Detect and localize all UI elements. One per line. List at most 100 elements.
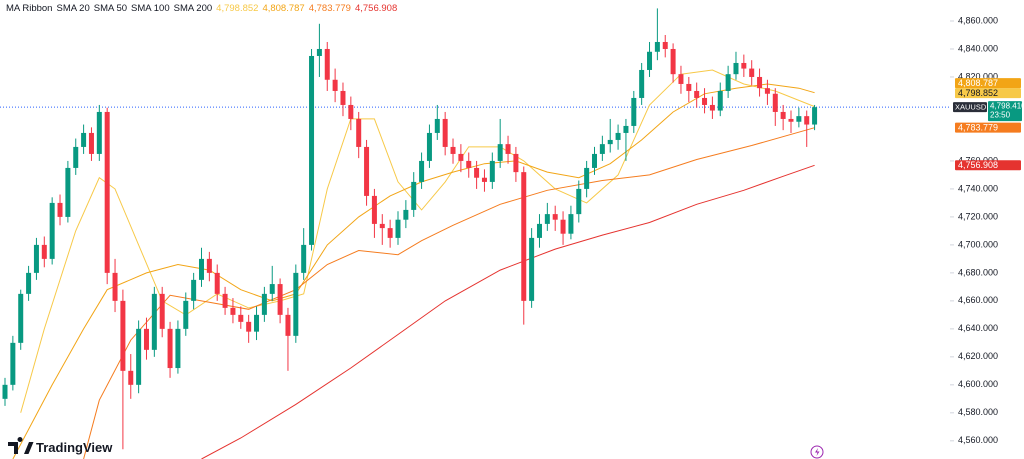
brand-logo: TradingView	[8, 437, 113, 455]
y-tick-label: 4,580.000	[958, 407, 998, 417]
y-tick-label: 4,660.000	[958, 295, 998, 305]
candle-body	[175, 328, 181, 369]
candle-body	[49, 202, 55, 259]
candle-body	[26, 272, 32, 294]
candle-body	[411, 181, 417, 210]
candle-body	[143, 328, 149, 350]
candle-body	[678, 74, 684, 84]
candle-body	[419, 160, 425, 182]
candle-body	[599, 144, 605, 154]
candle-body	[301, 244, 307, 273]
candle-body	[88, 132, 94, 154]
candle-body	[254, 314, 260, 332]
time-label: 23:50	[990, 110, 1011, 119]
candle-body	[277, 284, 283, 315]
moving-average-line	[201, 164, 815, 459]
candle-body	[183, 300, 189, 329]
candle-body	[191, 279, 197, 301]
ma-price-box	[955, 160, 1021, 171]
candle-body	[81, 132, 87, 147]
candle-body	[654, 41, 660, 52]
legend-series-name: SMA 200	[173, 3, 213, 14]
candle-body	[623, 125, 629, 133]
moving-average-line	[20, 69, 815, 413]
candle-body	[340, 90, 346, 105]
y-tick-label: 4,820.000	[958, 71, 998, 81]
legend: MA Ribbon SMA 20 SMA 50 SMA 100 SMA 200 4,79…	[6, 3, 397, 14]
candle-body	[741, 62, 747, 69]
candle-body	[489, 160, 495, 182]
candle-body	[474, 167, 480, 178]
candle-body	[316, 48, 322, 56]
candle-body	[159, 293, 165, 329]
candle-body	[780, 111, 786, 119]
candle-body	[631, 97, 637, 126]
candle-body	[387, 228, 393, 238]
ma-price-box	[955, 122, 1021, 133]
candle-body	[702, 97, 708, 105]
candle-body	[269, 284, 275, 294]
candle-body	[442, 118, 448, 147]
ma-price-label: 4,783.779	[958, 123, 998, 133]
candle-body	[356, 118, 362, 147]
candle-body	[686, 83, 692, 91]
candle-body	[238, 314, 244, 322]
candle-body	[261, 293, 267, 315]
candle-body	[403, 209, 409, 220]
legend-series-value: 4,808.787	[262, 3, 305, 14]
logo-icon	[8, 437, 34, 454]
candle-body	[222, 293, 228, 308]
lightning-button[interactable]	[810, 445, 824, 459]
candle-body	[112, 272, 118, 301]
candle-body	[568, 214, 574, 234]
symbol-label: XAUUSD	[955, 103, 987, 112]
candle-body	[379, 223, 385, 229]
candle-body	[167, 328, 173, 369]
legend-series-name: SMA 20	[56, 3, 90, 14]
candle-body	[206, 258, 212, 273]
legend-series-value: 4,798.852	[216, 3, 259, 14]
candle-body	[434, 118, 440, 133]
candle-body	[324, 48, 330, 80]
y-tick-label: 4,700.000	[958, 239, 998, 249]
candle-body	[371, 195, 377, 224]
y-tick-label: 4,640.000	[958, 323, 998, 333]
candle-body	[2, 384, 8, 399]
candle-body	[592, 153, 597, 168]
y-tick-label: 4,740.000	[958, 183, 998, 193]
candle-body	[18, 293, 24, 343]
candle-body	[364, 146, 370, 196]
candle-body	[285, 314, 291, 336]
candle-body	[662, 41, 668, 49]
price-axis: 4,560.000 4,580.000 4,600.000 4,620.000 4,64…	[950, 15, 1024, 445]
lightning-icon[interactable]	[815, 448, 820, 456]
candle-body	[505, 144, 511, 154]
y-tick-label: 4,720.000	[958, 211, 998, 221]
legend-series-value: 4,783.779	[308, 3, 351, 14]
candle-body	[246, 321, 252, 332]
candle-body	[725, 74, 731, 91]
candle-body	[10, 342, 16, 385]
ma-price-box	[955, 88, 1021, 99]
candle-body	[450, 146, 456, 154]
ma-price-box	[955, 78, 1021, 89]
indicator-title: MA Ribbon	[6, 3, 53, 14]
candle-body	[497, 144, 503, 161]
candle-body	[639, 69, 645, 98]
candle-body	[104, 111, 110, 273]
candle-body	[812, 107, 818, 125]
candle-body	[615, 132, 621, 140]
candle-body	[584, 167, 590, 189]
candle-body	[199, 258, 204, 280]
candle-body	[332, 79, 338, 91]
y-tick-label: 4,620.000	[958, 351, 998, 361]
legend-series-name: SMA 50	[93, 3, 128, 14]
candle-body	[694, 90, 700, 98]
candle-body	[733, 62, 739, 75]
candle-body	[757, 76, 763, 89]
symbol-box	[953, 102, 987, 113]
y-tick-label: 4,600.000	[958, 379, 998, 389]
candle-body	[544, 214, 550, 224]
candle-body	[529, 237, 535, 301]
